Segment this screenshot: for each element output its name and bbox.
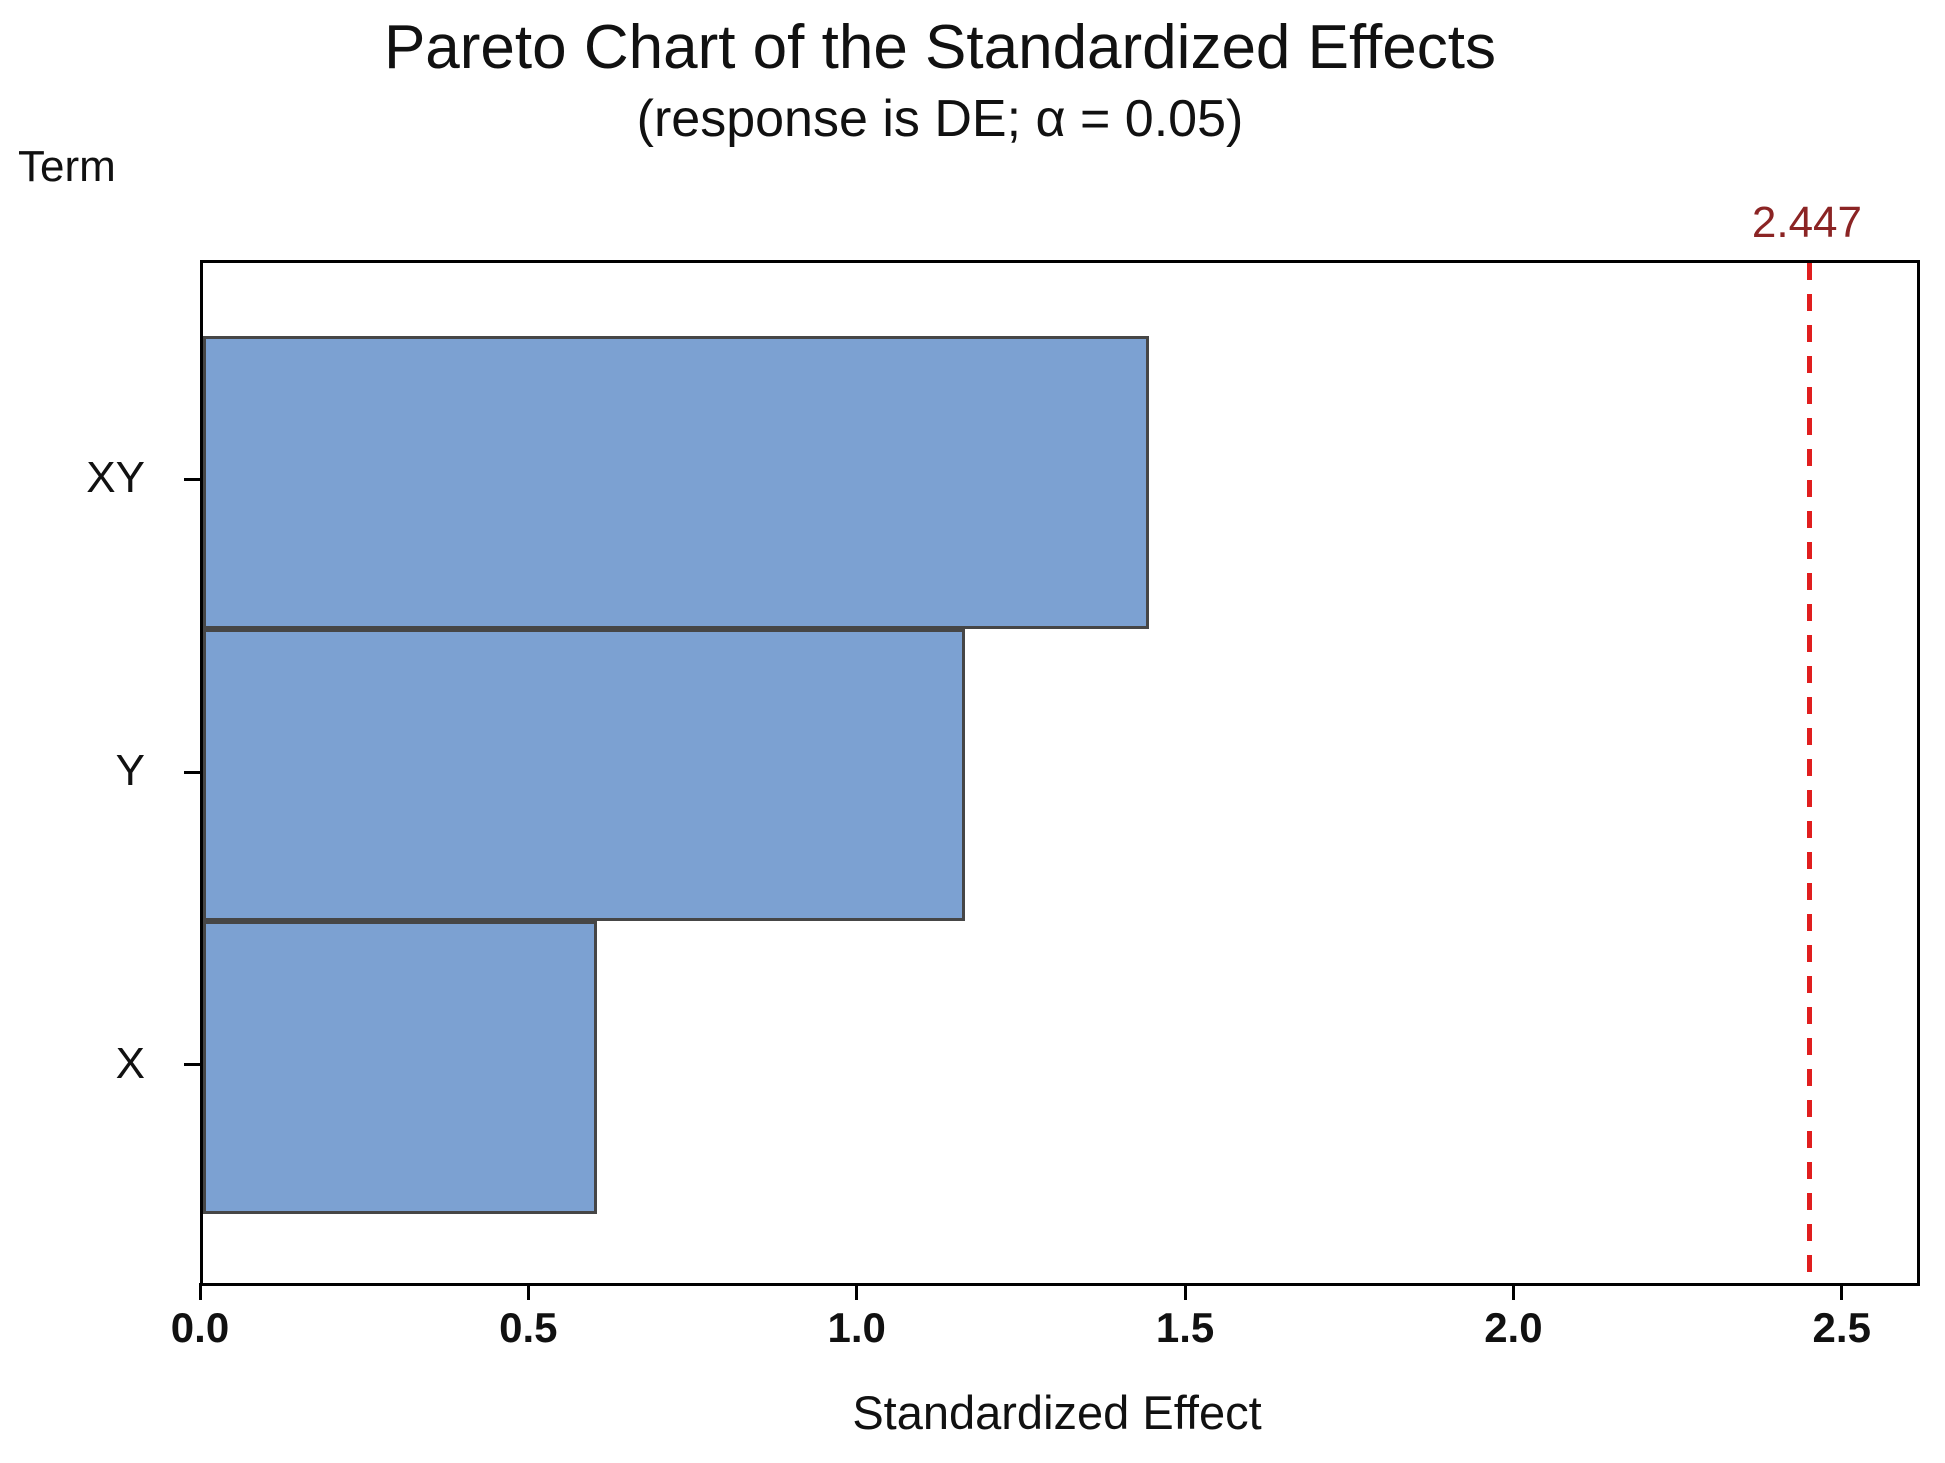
x-tick-1.0 bbox=[855, 1283, 859, 1300]
x-tick-label-1.5: 1.5 bbox=[1155, 1304, 1215, 1351]
x-tick-0.0 bbox=[198, 1283, 202, 1300]
chart-subtitle: (response is DE; α = 0.05) bbox=[636, 90, 1244, 149]
y-tick-X bbox=[184, 1063, 200, 1067]
y-category-label-Y: Y bbox=[115, 746, 145, 795]
reference-line bbox=[1807, 263, 1813, 1283]
title-block: Pareto Chart of the Standardized Effects… bbox=[0, 13, 1880, 151]
x-tick-1.5 bbox=[1183, 1283, 1187, 1300]
y-axis-title: Term bbox=[18, 142, 116, 191]
x-tick-2.5 bbox=[1840, 1283, 1844, 1300]
reference-line-value-label: 2.447 bbox=[1751, 198, 1862, 247]
y-category-label-X: X bbox=[115, 1038, 145, 1088]
x-tick-label-0.5: 0.5 bbox=[499, 1304, 558, 1351]
y-tick-Y bbox=[184, 770, 200, 774]
bar-XY bbox=[203, 336, 1149, 629]
x-tick-2.0 bbox=[1511, 1283, 1515, 1300]
plot-area bbox=[200, 260, 1920, 1286]
x-tick-0.5 bbox=[526, 1283, 530, 1300]
chart-title: Pareto Chart of the Standardized Effects bbox=[383, 13, 1497, 82]
y-tick-XY bbox=[184, 477, 200, 481]
x-tick-label-2.0: 2.0 bbox=[1484, 1304, 1543, 1351]
y-category-label-XY: XY bbox=[86, 453, 145, 503]
x-tick-label-2.5: 2.5 bbox=[1812, 1304, 1871, 1351]
x-tick-label-0.0: 0.0 bbox=[170, 1304, 230, 1351]
bar-Y bbox=[203, 628, 965, 922]
bar-X bbox=[203, 921, 598, 1214]
x-axis-title: Standardized Effect bbox=[852, 1386, 1262, 1439]
x-tick-label-1.0: 1.0 bbox=[827, 1304, 886, 1351]
